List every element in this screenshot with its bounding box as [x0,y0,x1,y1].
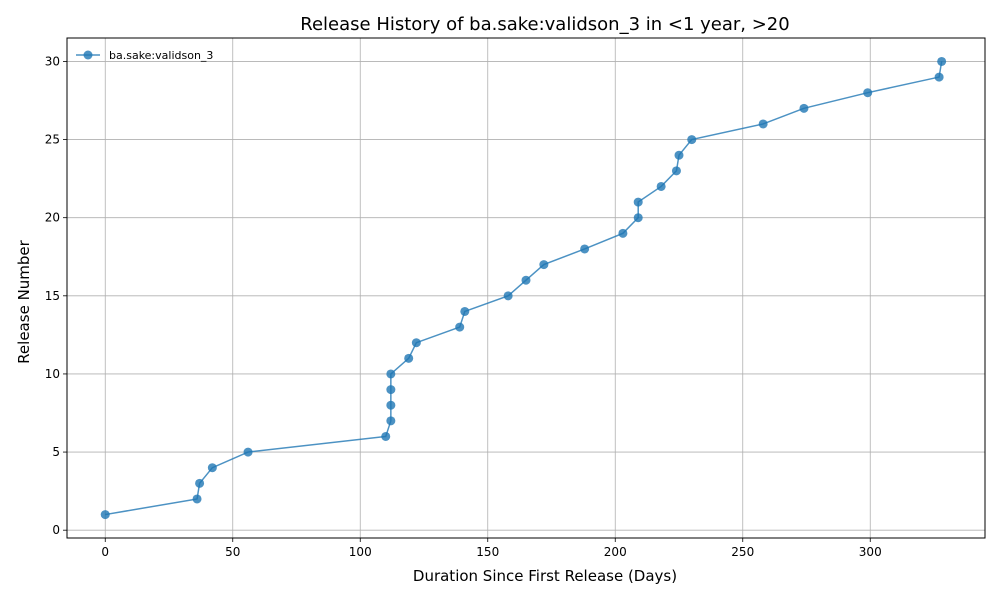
x-tick-label: 200 [604,545,627,559]
x-tick-label: 0 [101,545,109,559]
data-point [674,150,684,160]
y-tick-label: 15 [45,289,60,303]
data-point [386,416,396,426]
data-point [799,103,809,113]
data-point [381,431,391,441]
axis-ticks: 0 50 100 150 200 250 300 0 5 10 15 20 25 30 [45,54,882,559]
series-lines [105,61,943,516]
y-tick-label: 5 [52,445,60,459]
x-axis-label: Duration Since First Release (Days) [413,567,677,585]
legend: ba.sake:validson_3 [76,49,213,62]
data-point [207,463,217,473]
legend-label: ba.sake:validson_3 [109,49,213,62]
y-tick-label: 10 [45,367,60,381]
data-point [758,119,768,129]
data-point [386,385,396,395]
chart-title: Release History of ba.sake:validson_3 in… [300,14,789,35]
data-point [192,494,202,504]
data-point [633,197,643,207]
data-point [411,338,421,348]
data-point [687,135,697,145]
x-tick-label: 50 [225,545,240,559]
data-point [633,213,643,223]
x-tick-label: 100 [349,545,372,559]
data-point [195,478,205,488]
y-tick-label: 0 [52,523,60,537]
data-point [100,510,110,520]
y-tick-label: 30 [45,54,60,68]
data-point [934,72,944,82]
y-tick-label: 25 [45,133,60,147]
x-tick-label: 300 [859,545,882,559]
data-point [580,244,590,254]
data-point [671,166,681,176]
x-tick-label: 150 [476,545,499,559]
data-point [243,447,253,457]
data-point [503,291,513,301]
x-tick-label: 250 [731,545,754,559]
data-point [404,353,414,363]
data-point [937,56,947,66]
y-tick-label: 20 [45,211,60,225]
data-point [386,369,396,379]
grid-lines [67,38,985,538]
series-line [105,61,943,516]
y-axis-label: Release Number [15,239,33,363]
data-point [460,306,470,316]
legend-marker [83,50,93,60]
plot-area-frame [66,37,986,539]
data-point [656,181,666,191]
data-point [863,88,873,98]
data-point [386,400,396,410]
data-point [455,322,465,332]
data-point [539,260,549,270]
series-points [100,56,947,520]
data-point [521,275,531,285]
data-point [618,228,628,238]
